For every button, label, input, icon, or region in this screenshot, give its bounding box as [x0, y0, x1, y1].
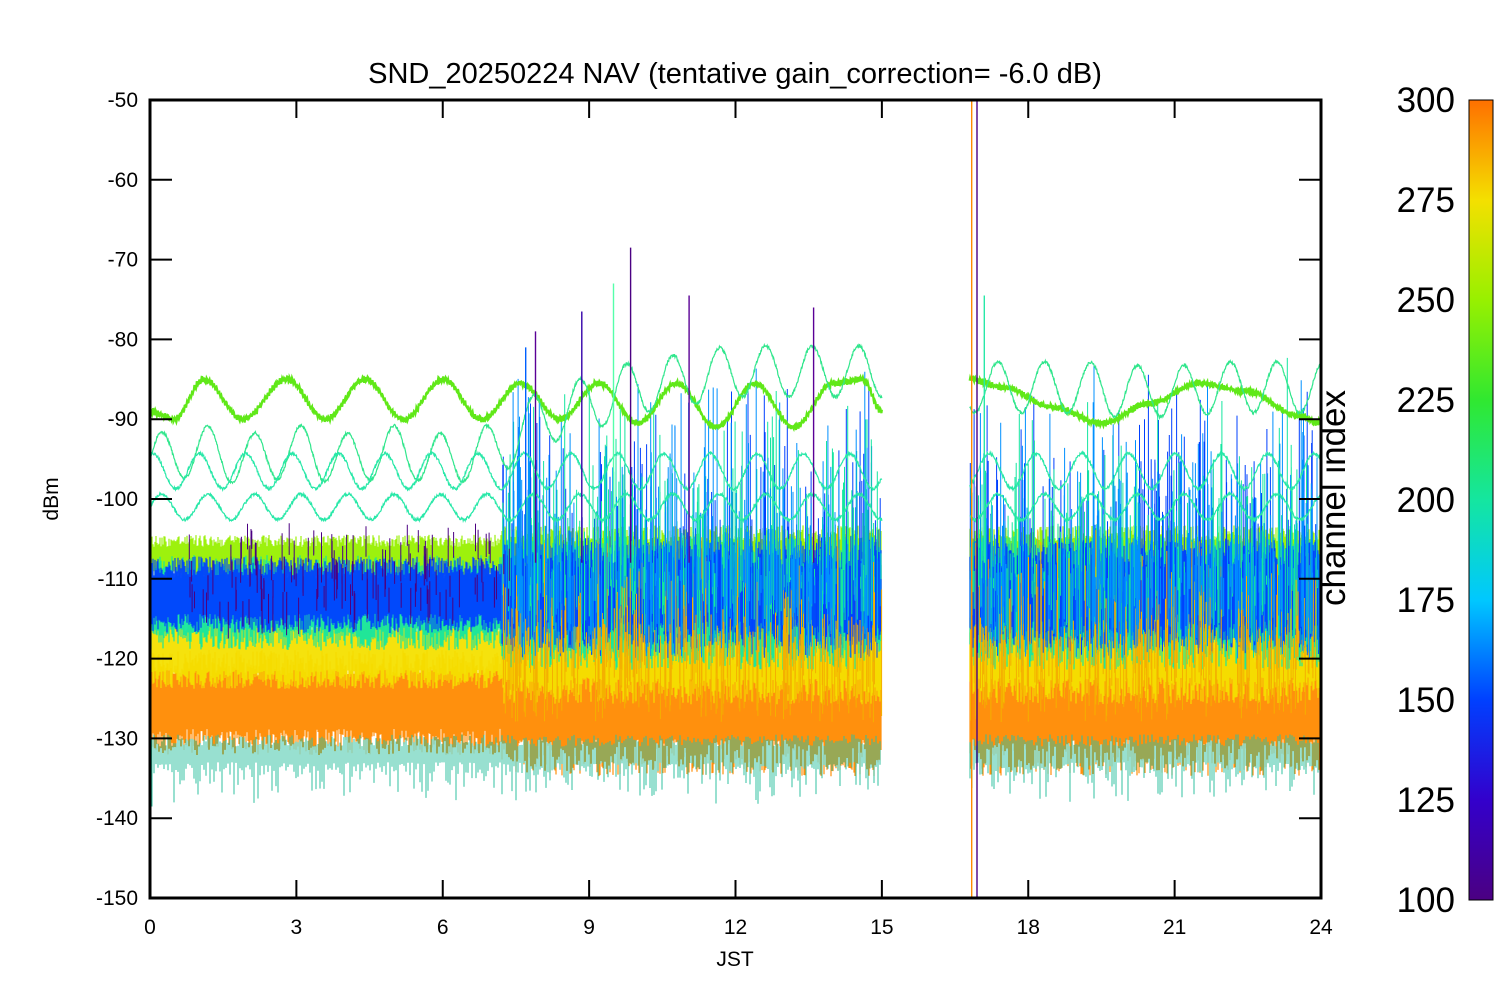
colorbar [1468, 99, 1494, 901]
y-tick-label-8: -130 [96, 727, 138, 750]
spike-cluster-2 [502, 526, 1317, 723]
x-tick-label-1: 3 [291, 916, 303, 939]
x-tick-label-0: 0 [144, 916, 156, 939]
colorbar-tick-label-8: 300 [1397, 81, 1455, 120]
colorbar-tick-label-1: 125 [1397, 781, 1455, 820]
y-tick-label-2: -70 [108, 249, 138, 272]
x-tick-label-8: 24 [1309, 916, 1333, 939]
series-ch205-upper-seg0 [150, 450, 883, 493]
x-tick-label-2: 6 [437, 916, 449, 939]
colorbar-tick-label-5: 225 [1397, 381, 1455, 420]
early-blips [188, 523, 510, 639]
series-ch205-seg1 [969, 490, 1321, 523]
y-tick-label-7: -120 [96, 648, 138, 671]
colorbar-tick-label-6: 250 [1397, 281, 1455, 320]
y-tick-label-1: -60 [108, 169, 138, 192]
x-tick-label-6: 18 [1017, 916, 1040, 939]
colorbar-tick-label-4: 200 [1397, 481, 1455, 520]
y-tick-label-5: -100 [96, 488, 138, 511]
colorbar-label: channel index [1314, 390, 1353, 606]
floor-noise [150, 734, 1321, 807]
x-tick-label-5: 15 [870, 916, 893, 939]
y-tick-label-3: -80 [108, 328, 138, 351]
x-axis-label: JST [716, 948, 754, 971]
y-axis-label: dBm [40, 477, 63, 520]
y-tick-label-0: -50 [108, 89, 138, 112]
colorbar-tick-label-7: 275 [1397, 181, 1455, 220]
x-axis-ticks: 0 3 6 9 12 15 18 21 24 [144, 100, 1333, 939]
y-tick-label-10: -150 [96, 887, 138, 910]
x-tick-label-7: 21 [1163, 916, 1186, 939]
colorbar-tick-label-2: 150 [1397, 681, 1455, 720]
colorbar-tick-label-0: 100 [1397, 881, 1455, 920]
y-tick-label-6: -110 [98, 568, 138, 591]
colorbar-tick-label-3: 175 [1397, 581, 1455, 620]
series-ch205-upper-seg1 [969, 450, 1321, 493]
x-tick-label-3: 9 [583, 916, 595, 939]
series-ch215-seg0 [150, 342, 883, 485]
series-ch235-seg1 [968, 373, 1321, 430]
x-tick-label-4: 12 [724, 916, 747, 939]
y-axis-ticks: -50 -60 -70 -80 -90 -100 -110 -120 -130 -140 -150 [96, 89, 1321, 910]
series-ch235-seg0 [150, 373, 883, 433]
series-ch205-seg0 [150, 490, 883, 524]
plot-data-layer [150, 100, 1321, 898]
colorbar-ticks: 100 125 150 175 200 225 250 275 300 [1397, 81, 1455, 920]
series-ch215-seg1 [969, 358, 1321, 421]
y-tick-label-9: -140 [96, 807, 138, 830]
chart-title: SND_20250224 NAV (tentative gain_correct… [368, 58, 1102, 90]
y-tick-label-4: -90 [108, 408, 138, 431]
